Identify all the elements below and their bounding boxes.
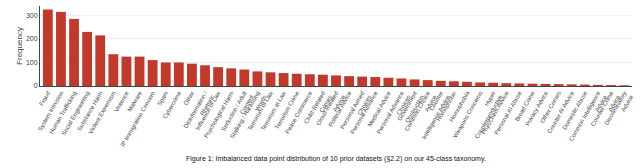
- svg-text:Personal ArmedChoices: Personal ArmedChoices: [339, 90, 372, 134]
- svg-text:HyperCounterproductive: HyperCounterproductive: [467, 90, 504, 140]
- svg-text:Seduction / AdultContent: Seduction / AdultContent: [220, 90, 255, 136]
- svg-text:Stalking / HarassingWords: Stalking / HarassingWords: [229, 90, 268, 143]
- svg-text:Broad Crime: Broad Crime: [514, 90, 536, 123]
- svg-text:Figure 1: Imbalanced data poin: Figure 1: Imbalanced data point distribu…: [186, 155, 486, 163]
- svg-text:Cybercrime: Cybercrime: [162, 90, 183, 120]
- svg-text:Other Crimes: Other Crimes: [539, 90, 562, 124]
- svg-text:Disinformation /Rhetoric: Disinformation /Rhetoric: [182, 90, 215, 133]
- svg-text:Personal AI Abuse: Personal AI Abuse: [493, 90, 523, 136]
- svg-text:Human Trafficking: Human Trafficking: [48, 90, 77, 135]
- svg-text:DiscriminatoryAdvice: DiscriminatoryAdvice: [603, 90, 634, 130]
- svg-text:Terrorism Crime: Terrorism Crime: [274, 90, 301, 131]
- svg-text:Influence of Law: Influence of Law: [195, 90, 222, 131]
- svg-text:Homophobic: Homophobic: [435, 90, 457, 122]
- svg-text:Violent Extremism: Violent Extremism: [87, 90, 116, 135]
- svg-text:Counter AI Advice: Counter AI Advice: [546, 90, 575, 135]
- svg-text:Privacy Advice: Privacy Advice: [524, 90, 549, 127]
- svg-text:Social Engineering: Social Engineering: [60, 90, 90, 136]
- svg-text:Counter-CrimeAdvice: Counter-CrimeAdvice: [590, 90, 622, 132]
- svg-text:Medical Advice: Medical Advice: [367, 90, 393, 128]
- svg-text:Substance Harm: Substance Harm: [76, 90, 104, 132]
- svg-text:Cloud-RelatedAdvice: Cloud-RelatedAdvice: [315, 90, 346, 131]
- svg-text:Other: Other: [183, 90, 196, 106]
- svg-text:Psychological Harm: Psychological Harm: [203, 90, 235, 139]
- svg-text:Frequency: Frequency: [15, 27, 24, 65]
- svg-text:Personal AdvanceChoices: Personal AdvanceChoices: [376, 90, 412, 139]
- svg-text:0: 0: [34, 82, 38, 89]
- svg-text:Terrorism of Law: Terrorism of Law: [247, 90, 275, 132]
- svg-text:Personal Advance: Personal Advance: [349, 90, 379, 135]
- svg-text:Weapons Concerns: Weapons Concerns: [452, 90, 483, 139]
- svg-text:GovernmentObstruction: GovernmentObstruction: [396, 90, 425, 126]
- svg-text:Homophobia: Homophobia: [448, 90, 471, 123]
- svg-text:Common IntelligenceAdvice: Common IntelligenceAdvice: [568, 90, 608, 146]
- svg-text:System Intrusion: System Intrusion: [37, 90, 65, 132]
- svg-text:300: 300: [26, 12, 38, 19]
- svg-text:Fraud: Fraud: [38, 90, 51, 107]
- svg-text:Domestic Abuse: Domestic Abuse: [561, 90, 588, 131]
- svg-text:Malware: Malware: [126, 90, 143, 113]
- svg-text:Political Advice: Political Advice: [327, 90, 353, 128]
- svg-text:Spam: Spam: [156, 90, 169, 107]
- svg-text:Common ChoiceAdvice: Common ChoiceAdvice: [404, 90, 439, 136]
- svg-text:Peace Commerce: Peace Commerce: [284, 90, 314, 135]
- svg-text:Terrorism at Law: Terrorism at Law: [260, 90, 288, 132]
- svg-text:IP Immigration Concern: IP Immigration Concern: [119, 90, 156, 147]
- svg-text:Violence: Violence: [113, 90, 130, 113]
- svg-text:PhysChem Advice: PhysChem Advice: [480, 90, 510, 136]
- svg-text:200: 200: [26, 35, 38, 42]
- svg-text:CounterIntelligence Advice: CounterIntelligence Advice: [414, 90, 451, 141]
- svg-text:100: 100: [26, 59, 38, 66]
- svg-text:Child-RelatedCrimes: Child-RelatedCrimes: [303, 90, 333, 128]
